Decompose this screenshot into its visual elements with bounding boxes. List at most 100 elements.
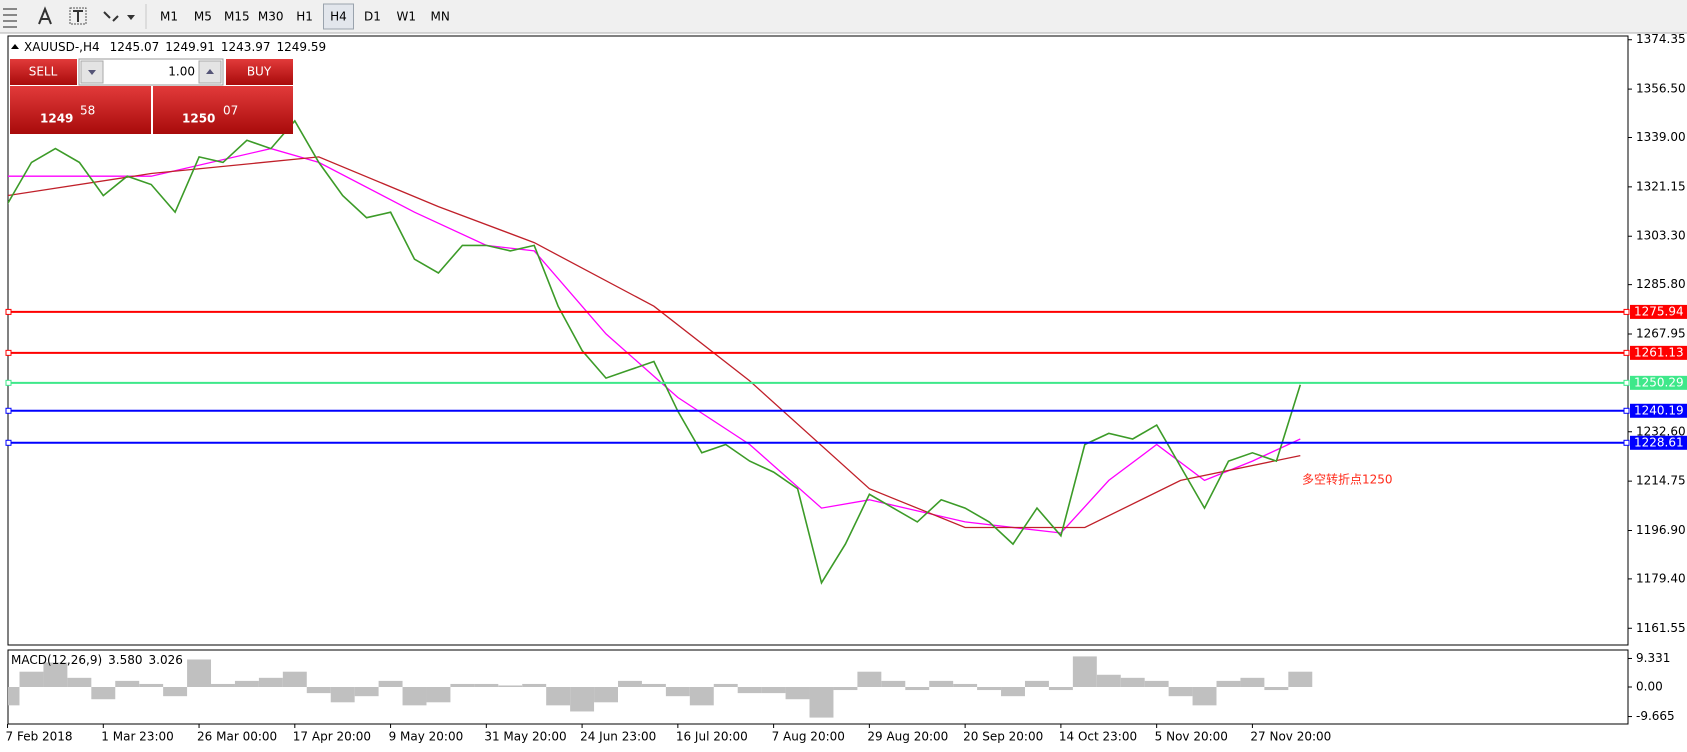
y-tick-label: 1374.35 bbox=[1636, 32, 1686, 46]
text-tool-icon[interactable] bbox=[38, 6, 52, 25]
open: 1245.07 bbox=[110, 40, 160, 54]
macd-bar bbox=[115, 680, 140, 687]
y-tick-label: 1321.15 bbox=[1636, 179, 1686, 193]
y-tick-label: 1214.75 bbox=[1636, 474, 1686, 488]
macd-bar bbox=[761, 687, 786, 694]
ask-box[interactable] bbox=[153, 86, 293, 134]
level-label-bg bbox=[1630, 304, 1687, 319]
macd-bar bbox=[426, 687, 451, 703]
macd-bar bbox=[1096, 674, 1121, 687]
macd-bar bbox=[378, 680, 403, 687]
macd-bar bbox=[737, 687, 762, 694]
toolbar-grip bbox=[3, 8, 17, 28]
timeframe-button-active[interactable] bbox=[323, 3, 354, 30]
level-handle[interactable] bbox=[5, 308, 12, 315]
sell-button[interactable] bbox=[10, 59, 77, 85]
macd-bar bbox=[402, 687, 427, 706]
x-tick-label: 9 May 20:00 bbox=[389, 730, 464, 744]
timeframe-label: M15 bbox=[224, 10, 250, 24]
level-label: 1250.29 bbox=[1634, 375, 1684, 389]
level-label: 1261.13 bbox=[1634, 345, 1684, 359]
timeframe-label: M30 bbox=[258, 10, 284, 24]
macd-bar bbox=[1192, 687, 1217, 706]
macd-bar bbox=[546, 687, 571, 706]
level-handle[interactable] bbox=[5, 407, 12, 414]
level-handle[interactable] bbox=[1623, 349, 1630, 356]
one-click-panel: SELL 1.00 BUY 1249 58 1250 07 bbox=[10, 58, 293, 134]
macd-header: MACD(12,26,9) 3.580 3.026 bbox=[11, 653, 183, 667]
level-handle[interactable] bbox=[1623, 379, 1630, 386]
macd-bar bbox=[354, 687, 379, 697]
macd-bar bbox=[1024, 680, 1049, 687]
level-handle[interactable] bbox=[5, 379, 12, 386]
symbol: XAUUSD-,H4 bbox=[24, 40, 100, 54]
high: 1249.91 bbox=[165, 40, 215, 54]
macd-bar bbox=[91, 687, 116, 700]
x-tick-label: 1 Mar 23:00 bbox=[101, 730, 174, 744]
level-label: 1240.19 bbox=[1634, 403, 1684, 417]
x-tick-label: 17 Apr 20:00 bbox=[293, 730, 371, 744]
macd-bar bbox=[1001, 687, 1025, 697]
timeframe-label: D1 bbox=[364, 10, 381, 24]
macd-bar bbox=[905, 687, 930, 691]
macd-bar bbox=[43, 662, 68, 687]
x-tick-label: 7 Feb 2018 bbox=[6, 730, 73, 744]
macd-bar bbox=[450, 683, 475, 687]
collapse-arrow[interactable] bbox=[11, 44, 19, 49]
x-tick-label: 7 Aug 20:00 bbox=[772, 730, 845, 744]
macd-bar bbox=[211, 683, 235, 687]
macd-bar bbox=[594, 687, 618, 703]
macd-bar bbox=[1288, 671, 1313, 687]
y-tick-label: 1196.90 bbox=[1636, 523, 1686, 537]
y-tick-label: 1232.60 bbox=[1636, 424, 1686, 438]
x-tick-label: 26 Mar 00:00 bbox=[197, 730, 277, 744]
macd-bar bbox=[1168, 687, 1193, 697]
level-label: 1275.94 bbox=[1634, 304, 1684, 318]
macd-bar bbox=[1072, 656, 1097, 687]
level-handle[interactable] bbox=[1623, 407, 1630, 414]
x-tick-label: 14 Oct 23:00 bbox=[1059, 730, 1137, 744]
macd-bar bbox=[1264, 687, 1289, 691]
close: 1249.59 bbox=[277, 40, 327, 54]
x-tick-label: 29 Aug 20:00 bbox=[867, 730, 948, 744]
macd-bar bbox=[474, 683, 499, 687]
macd-bar bbox=[785, 687, 810, 700]
level-handle[interactable] bbox=[5, 349, 12, 356]
price-line bbox=[8, 119, 1302, 585]
low: 1243.97 bbox=[221, 40, 271, 54]
y-tick-label: 1285.80 bbox=[1636, 277, 1686, 291]
level-handle[interactable] bbox=[5, 439, 12, 446]
level-handle[interactable] bbox=[1623, 308, 1630, 315]
x-tick-label: 24 Jun 23:00 bbox=[580, 730, 656, 744]
macd-bar bbox=[19, 671, 44, 687]
macd-y-tick-label: 9.331 bbox=[1636, 651, 1670, 665]
y-tick-label: 1303.30 bbox=[1636, 229, 1686, 243]
buy-button[interactable] bbox=[226, 59, 293, 85]
macd-bar bbox=[641, 683, 666, 687]
up-arrow bbox=[206, 69, 214, 74]
label-tool-icon[interactable] bbox=[69, 7, 87, 25]
x-tick-label: 16 Jul 20:00 bbox=[676, 730, 748, 744]
macd-bar bbox=[929, 680, 954, 687]
macd-bar bbox=[1144, 680, 1169, 687]
macd-bar bbox=[139, 683, 164, 687]
bid-box[interactable] bbox=[10, 86, 151, 134]
macd-bar bbox=[618, 680, 642, 687]
level-label-bg bbox=[1630, 403, 1687, 418]
arrows-tool-icon[interactable] bbox=[103, 11, 135, 22]
macd-bar bbox=[689, 687, 714, 706]
macd-bar bbox=[234, 680, 259, 687]
macd-bar bbox=[809, 687, 834, 718]
chart-header: XAUUSD-,H4 1245.07 1249.91 1243.97 1249.59 bbox=[24, 40, 326, 54]
macd-bar bbox=[1240, 677, 1265, 687]
macd-bar bbox=[8, 687, 20, 706]
macd-plot bbox=[8, 656, 1313, 718]
level-handle[interactable] bbox=[1623, 439, 1630, 446]
macd-title: MACD(12,26,9) bbox=[11, 653, 102, 667]
y-tick-label: 1356.50 bbox=[1636, 82, 1686, 96]
macd-bar bbox=[1048, 687, 1073, 691]
macd-bar bbox=[977, 687, 1002, 691]
volume-value: 1.00 bbox=[168, 65, 195, 79]
bid-prefix: 1249 bbox=[40, 112, 73, 126]
annotation: 多空转折点1250 bbox=[1302, 472, 1393, 487]
